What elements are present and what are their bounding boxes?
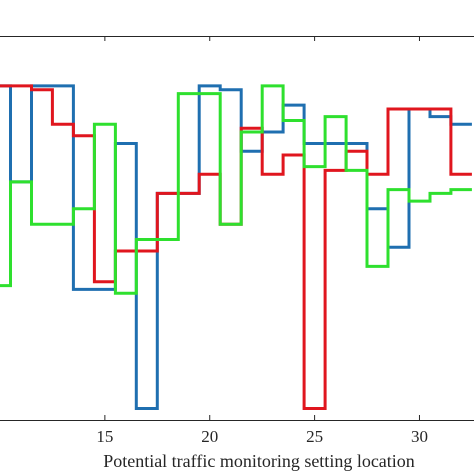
x-tick-label: 30: [411, 427, 428, 446]
x-tick-labels: 15 20 25 30: [96, 427, 428, 446]
x-axis-label: Potential traffic monitoring setting loc…: [103, 451, 415, 471]
series-line-3: [0, 84, 472, 295]
x-tick-label: 20: [201, 427, 218, 446]
series-layer: [0, 84, 472, 410]
x-tick-label: 25: [306, 427, 323, 446]
axes: [0, 36, 474, 421]
x-tick-label: 15: [96, 427, 113, 446]
